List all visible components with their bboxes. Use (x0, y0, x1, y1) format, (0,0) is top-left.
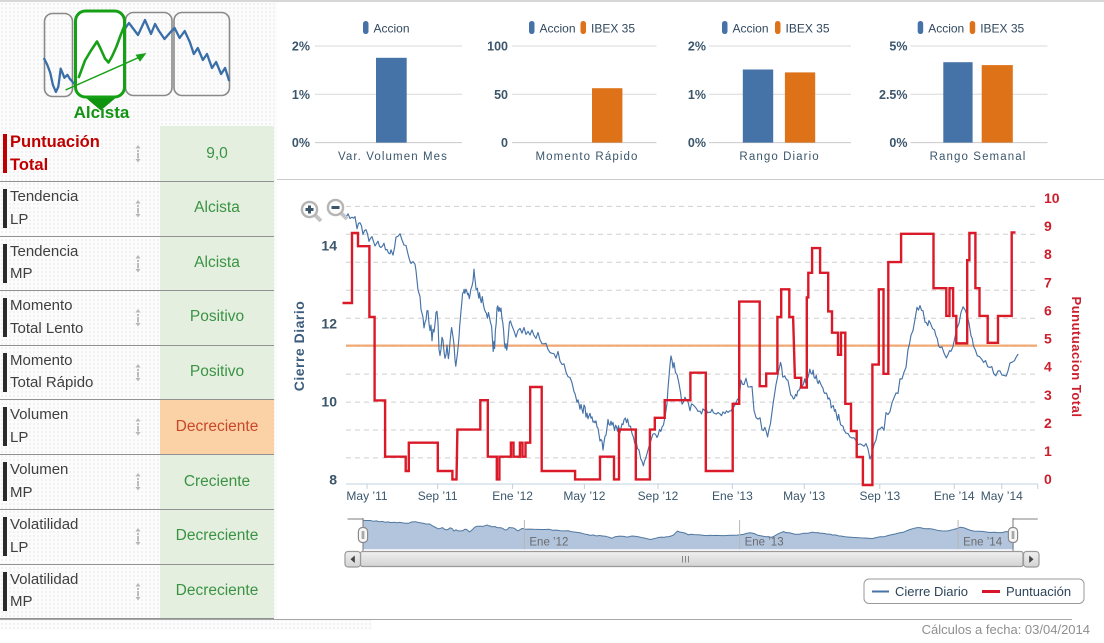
svg-text:8: 8 (1044, 246, 1052, 262)
svg-text:Cierre Diario: Cierre Diario (291, 301, 307, 392)
svg-text:Ene ’12: Ene ’12 (492, 489, 533, 503)
svg-text:Ene ’14: Ene ’14 (963, 537, 1003, 549)
svg-text:5%: 5% (889, 40, 907, 54)
svg-text:May ’13: May ’13 (783, 489, 825, 503)
svg-text:3: 3 (1044, 387, 1052, 403)
svg-text:14: 14 (321, 238, 337, 254)
svg-text:2%: 2% (292, 40, 310, 54)
svg-text:Accion: Accion (540, 22, 576, 36)
svg-text:IBEX 35: IBEX 35 (980, 22, 1024, 36)
svg-text:Rango Semanal: Rango Semanal (930, 151, 1027, 163)
svg-text:IBEX 35: IBEX 35 (786, 22, 830, 36)
svg-text:0%: 0% (292, 136, 310, 150)
svg-text:Sep ’11: Sep ’11 (418, 489, 458, 503)
svg-text:May ’11: May ’11 (346, 489, 387, 503)
svg-text:Accion: Accion (733, 22, 769, 36)
svg-text:0: 0 (501, 136, 508, 150)
svg-text:May ’14: May ’14 (981, 489, 1023, 503)
svg-text:100: 100 (487, 40, 508, 54)
svg-text:May ’12: May ’12 (563, 489, 605, 503)
svg-text:Ene ’12: Ene ’12 (529, 537, 568, 549)
svg-text:10: 10 (1044, 190, 1060, 206)
svg-text:Punutuacion Total: Punutuacion Total (1069, 297, 1084, 418)
svg-text:6: 6 (1044, 302, 1052, 318)
svg-text:8: 8 (329, 472, 337, 488)
svg-text:Accion: Accion (374, 22, 410, 36)
svg-text:12: 12 (321, 316, 337, 332)
svg-text:2.5%: 2.5% (879, 88, 908, 102)
svg-text:0%: 0% (688, 136, 706, 150)
svg-text:5: 5 (1044, 331, 1052, 347)
svg-text:7: 7 (1044, 274, 1052, 290)
svg-text:Ene ’13: Ene ’13 (712, 489, 753, 503)
svg-text:9: 9 (1044, 218, 1052, 234)
svg-text:IBEX 35: IBEX 35 (591, 22, 635, 36)
svg-text:2%: 2% (688, 40, 706, 54)
svg-text:1%: 1% (688, 88, 706, 102)
svg-text:Cierre Diario: Cierre Diario (895, 584, 968, 599)
svg-text:Ene ’14: Ene ’14 (934, 489, 975, 503)
svg-text:2: 2 (1044, 415, 1052, 431)
svg-text:Ene ’13: Ene ’13 (745, 537, 784, 549)
svg-text:Sep ’13: Sep ’13 (859, 489, 900, 503)
svg-text:Sep ’12: Sep ’12 (638, 489, 679, 503)
svg-text:Rango Diario: Rango Diario (739, 151, 819, 163)
svg-text:4: 4 (1044, 359, 1052, 375)
svg-text:0: 0 (1044, 471, 1052, 487)
svg-text:0%: 0% (889, 136, 907, 150)
svg-text:Puntuación: Puntuación (1006, 584, 1071, 599)
svg-text:10: 10 (321, 394, 337, 410)
svg-text:Momento Rápido: Momento Rápido (536, 151, 639, 163)
svg-text:Accion: Accion (928, 22, 964, 36)
svg-text:Alcista: Alcista (74, 103, 130, 122)
svg-text:1: 1 (1044, 443, 1052, 459)
svg-text:1%: 1% (292, 88, 310, 102)
svg-text:50: 50 (494, 88, 508, 102)
svg-text:Var. Volumen Mes: Var. Volumen Mes (338, 151, 448, 163)
